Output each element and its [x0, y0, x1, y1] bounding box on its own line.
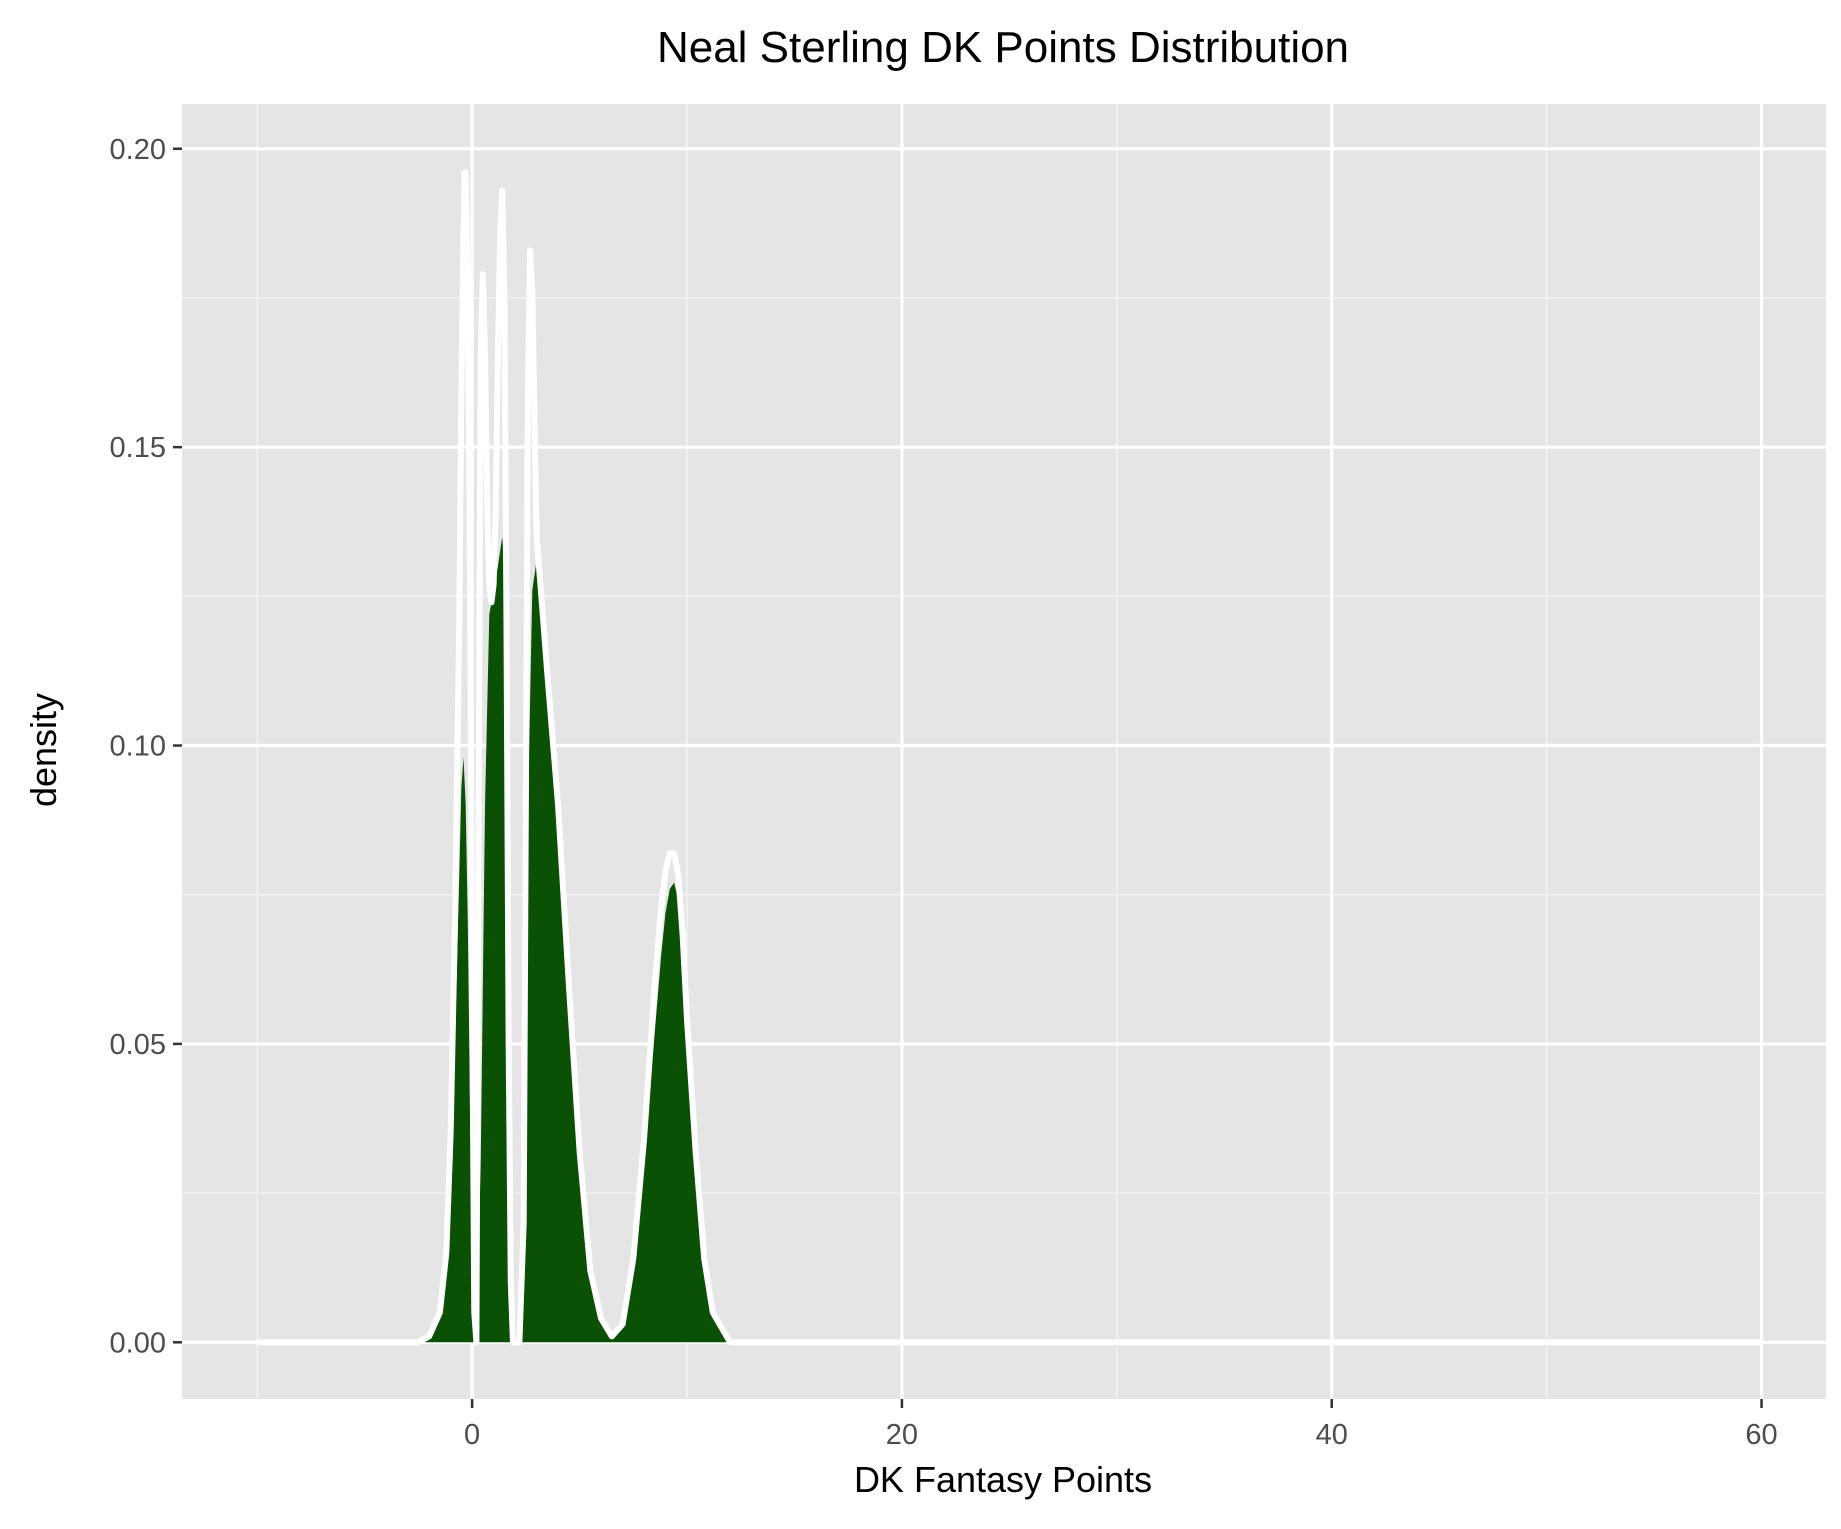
x-tick-label: 20 [886, 1419, 918, 1451]
y-tick-label: 0.10 [110, 731, 166, 763]
y-tick-label: 0.00 [110, 1327, 166, 1359]
density-outline [257, 169, 1762, 1346]
density-area [257, 536, 1762, 1343]
density-marks [257, 169, 1762, 1346]
chart-title: Neal Sterling DK Points Distribution [657, 23, 1349, 72]
y-axis-title: density [23, 693, 64, 807]
x-tick-label: 60 [1745, 1419, 1777, 1451]
x-tick-label: 40 [1316, 1419, 1348, 1451]
x-axis-title: DK Fantasy Points [854, 1459, 1152, 1500]
y-tick-label: 0.05 [110, 1029, 166, 1061]
x-tick-label: 0 [464, 1419, 480, 1451]
y-tick-label: 0.20 [110, 134, 166, 166]
y-tick-label: 0.15 [110, 432, 166, 464]
grid-lines [182, 104, 1826, 1399]
x-axis: 0 20 40 60 [464, 1399, 1778, 1451]
y-axis: 0.00 0.05 0.10 0.15 0.20 [110, 134, 182, 1359]
